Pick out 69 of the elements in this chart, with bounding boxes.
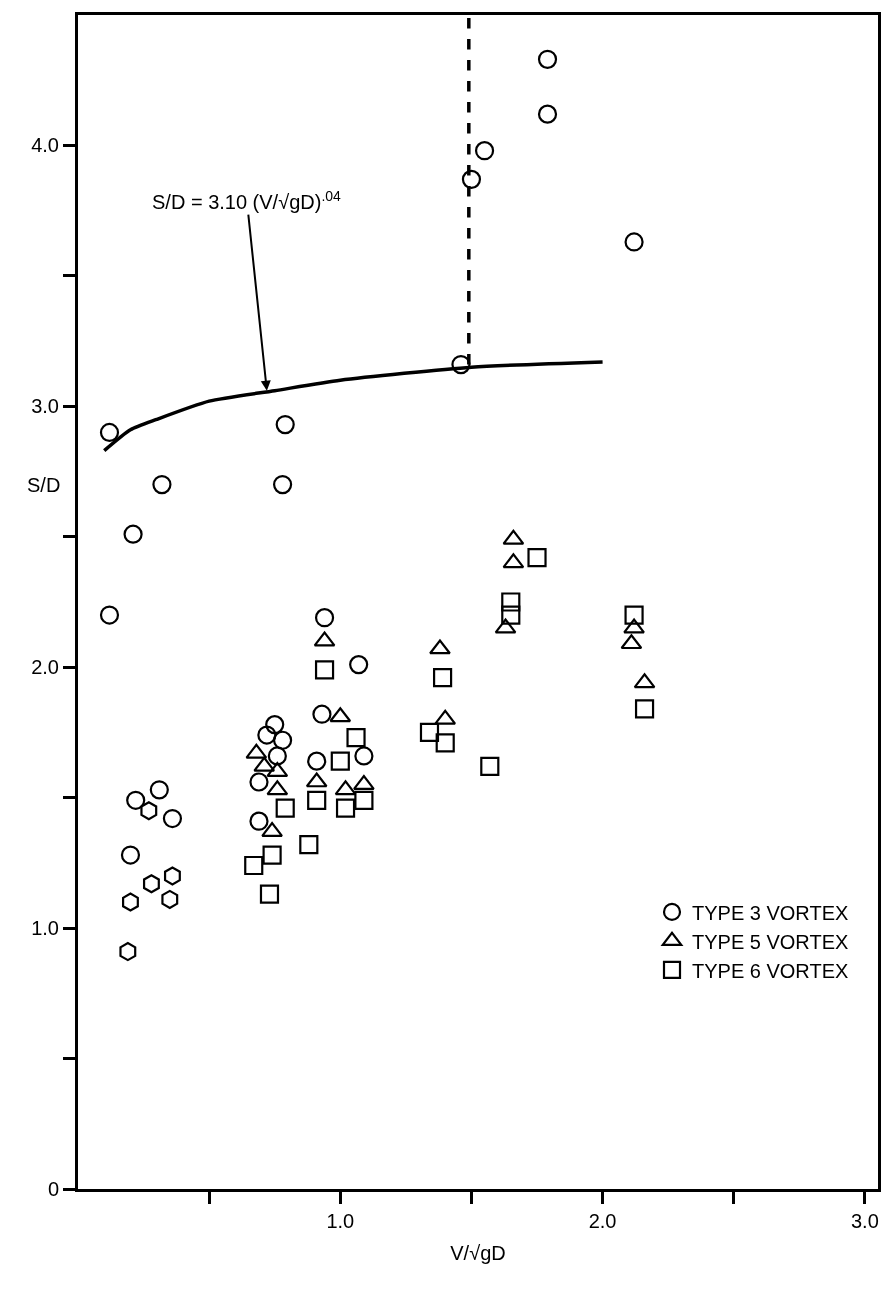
point [335,798,356,818]
x-tick-label: 1.0 [326,1210,355,1232]
point [354,746,374,766]
point [259,884,280,904]
point [162,808,183,829]
point [435,733,455,753]
point [474,141,495,161]
x-axis-title: V/√gD [450,1241,506,1264]
y-tick-label: 0 [47,1178,59,1200]
point [152,475,172,495]
point [123,524,143,544]
point [257,725,277,745]
point [307,751,327,771]
point [314,608,335,628]
point [265,715,285,735]
y-tick-label: 1.0 [31,917,59,940]
point [126,790,146,810]
point [624,605,644,625]
point [634,699,655,719]
legend-label: TYPE 3 VORTEX [692,901,849,924]
point [275,798,295,818]
legend-label: TYPE 6 VORTEX [692,959,849,982]
point [451,354,471,375]
point [623,618,645,634]
y-tick-label: 3.0 [31,395,59,418]
point [149,780,169,800]
point [161,889,179,910]
point [273,730,293,750]
point [273,475,293,495]
point [432,668,453,688]
point [275,415,295,435]
point [501,592,521,612]
point [249,772,269,792]
point [527,548,547,568]
point [140,801,158,821]
point [537,49,558,69]
point [349,655,369,675]
point [480,756,500,776]
point [461,169,482,189]
point [346,728,366,748]
point [119,941,137,962]
y-tick-label: 2.0 [31,656,59,679]
point [163,866,181,886]
point [624,232,644,252]
point [262,845,282,865]
point [537,104,558,124]
annotation: S/D = 3.10 (V/√gD)$^{.04}$ [152,188,342,214]
point [99,422,120,443]
x-tick-label: 3.0 [850,1210,879,1232]
point [244,855,264,876]
point [501,605,521,625]
point [142,874,160,894]
point [267,746,287,766]
point [249,811,269,831]
y-axis-title: S/D [27,474,61,496]
point [354,790,374,810]
point [99,605,120,625]
point [307,790,327,810]
y-tick-label: 4.0 [31,134,59,157]
point [419,722,440,743]
point [314,660,335,680]
point [122,892,139,912]
point [299,835,319,855]
point [312,704,332,724]
x-tick-label: 2.0 [588,1210,617,1232]
legend-label: TYPE 5 VORTEX [692,930,849,953]
point [429,639,451,655]
point [120,845,141,865]
point [330,751,350,771]
